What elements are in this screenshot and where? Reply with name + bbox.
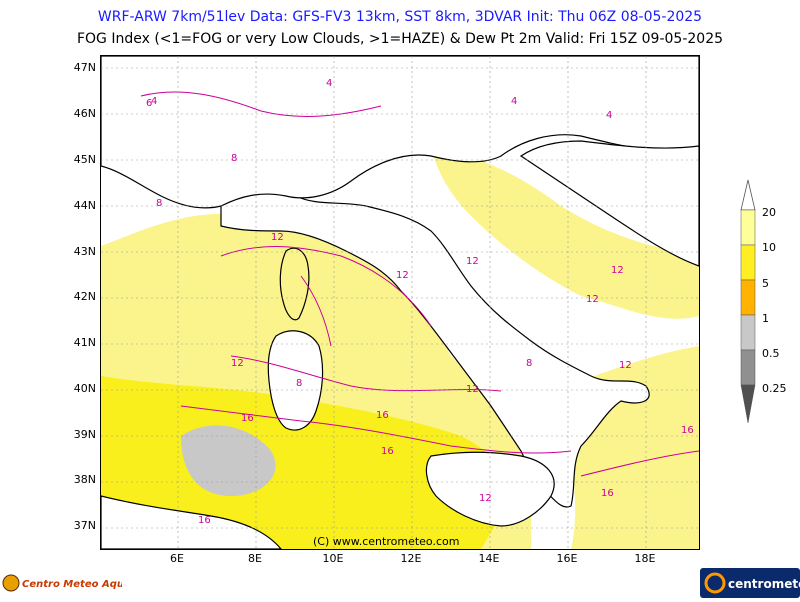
- colorbar-segment: [740, 314, 756, 351]
- centrometeo-logo: centrometeo: [700, 568, 800, 598]
- chart-subtitle: FOG Index (<1=FOG or very Low Clouds, >1…: [76, 31, 724, 47]
- lon-label: 16E: [556, 552, 578, 565]
- lon-label: 18E: [634, 552, 656, 565]
- colorbar-bottom-arrow: [740, 384, 756, 424]
- colorbar-segment: [740, 244, 756, 281]
- centro-meteo-aquesio-logo: Centro Meteo Aquesio: [2, 568, 147, 598]
- dewpoint-label: 12: [611, 265, 624, 276]
- dewpoint-label: 4: [151, 96, 157, 107]
- coastline-africa: [101, 495, 282, 549]
- logo-right-svg: centrometeo: [704, 572, 800, 594]
- chart-title: WRF-ARW 7km/51lev Data: GFS-FV3 13km, SS…: [97, 9, 703, 25]
- colorbar-segment: [740, 209, 756, 246]
- dewpoint-label: 8: [156, 198, 162, 209]
- lon-label: 6E: [170, 552, 184, 565]
- lat-label: 38N: [73, 473, 96, 486]
- colorbar-segment: [740, 279, 756, 316]
- logo-right-text: centrometeo: [728, 577, 800, 591]
- dewpoint-label: 16: [601, 488, 614, 499]
- lat-label: 45N: [73, 153, 96, 166]
- dewpoint-label: 4: [326, 78, 332, 89]
- dewpoint-label: 12: [479, 493, 492, 504]
- colorbar-label: 0.5: [762, 347, 780, 360]
- dewpoint-label: 16: [198, 515, 211, 526]
- colorbar-label: 0.25: [762, 382, 787, 395]
- dewpoint-label: 8: [231, 153, 237, 164]
- logo-ring-icon: [704, 572, 726, 594]
- isoline-16: [180, 405, 572, 454]
- dewpoint-label: 12: [231, 358, 244, 369]
- logo-left-text: Centro Meteo Aquesio: [22, 579, 122, 590]
- isoline-4: [140, 91, 382, 117]
- isoline-16-east: [580, 450, 699, 477]
- lon-label: 12E: [400, 552, 422, 565]
- dewpoint-label: 8: [296, 378, 302, 389]
- map-panel: 4 4 4 4 6 8 8 8 8 12 12 12 12 12 12 12 1…: [100, 55, 700, 550]
- lon-label: 8E: [248, 552, 262, 565]
- dewpoint-label: 12: [586, 294, 599, 305]
- dewpoint-label: 16: [681, 425, 694, 436]
- dewpoint-label: 16: [376, 410, 389, 421]
- coastline-north: [101, 56, 699, 209]
- logo-emblem-icon: [2, 574, 20, 592]
- lat-label: 46N: [73, 107, 96, 120]
- isoline-8: [300, 275, 332, 347]
- dewpoint-label: 12: [466, 384, 479, 395]
- lon-label: 10E: [322, 552, 344, 565]
- dewpoint-label-group: 4 4 4 4 6 8 8 8 8 12 12 12 12 12 12 12 1…: [146, 78, 694, 526]
- colorbar-label: 1: [762, 312, 769, 325]
- dewpoint-label: 16: [241, 413, 254, 424]
- dewpoint-label: 4: [606, 110, 612, 121]
- island-sicily: [425, 451, 555, 527]
- dewpoint-label: 12: [396, 270, 409, 281]
- map-svg: 4 4 4 4 6 8 8 8 8 12 12 12 12 12 12 12 1…: [101, 56, 699, 549]
- fog-patch-sardinia-channel: [181, 425, 276, 496]
- dewpoint-label: 6: [146, 98, 152, 109]
- map-gridlines: [101, 56, 699, 549]
- lat-label: 44N: [73, 199, 96, 212]
- lon-label: 14E: [478, 552, 500, 565]
- dewpoint-label: 12: [619, 360, 632, 371]
- haze-field-south: [101, 376, 509, 549]
- dewpoint-label: 12: [466, 256, 479, 267]
- haze-field-adriatic: [431, 146, 699, 319]
- colorbar-label: 10: [762, 241, 776, 254]
- dewpoint-label: 8: [526, 358, 532, 369]
- island-corsica: [279, 247, 310, 321]
- lat-label: 42N: [73, 290, 96, 303]
- island-sardinia: [267, 330, 324, 431]
- dewpoint-label: 16: [381, 446, 394, 457]
- lat-label: 41N: [73, 336, 96, 349]
- lat-label: 43N: [73, 245, 96, 258]
- colorbar: [740, 179, 756, 424]
- colorbar-segment: [740, 349, 756, 386]
- lat-label: 40N: [73, 382, 96, 395]
- colorbar-top-arrow: [740, 179, 756, 211]
- logo-left-svg: Centro Meteo Aquesio: [2, 574, 147, 592]
- colorbar-label: 20: [762, 206, 776, 219]
- dewpoint-label: 4: [511, 96, 517, 107]
- map-credit: (C) www.centrometeo.com: [313, 535, 459, 548]
- isoline-12-south: [230, 355, 502, 392]
- lat-label: 47N: [73, 61, 96, 74]
- colorbar-label: 5: [762, 277, 769, 290]
- lat-label: 37N: [73, 519, 96, 532]
- coastline-balkans: [519, 140, 699, 267]
- lat-label: 39N: [73, 428, 96, 441]
- dewpoint-label: 12: [271, 232, 284, 243]
